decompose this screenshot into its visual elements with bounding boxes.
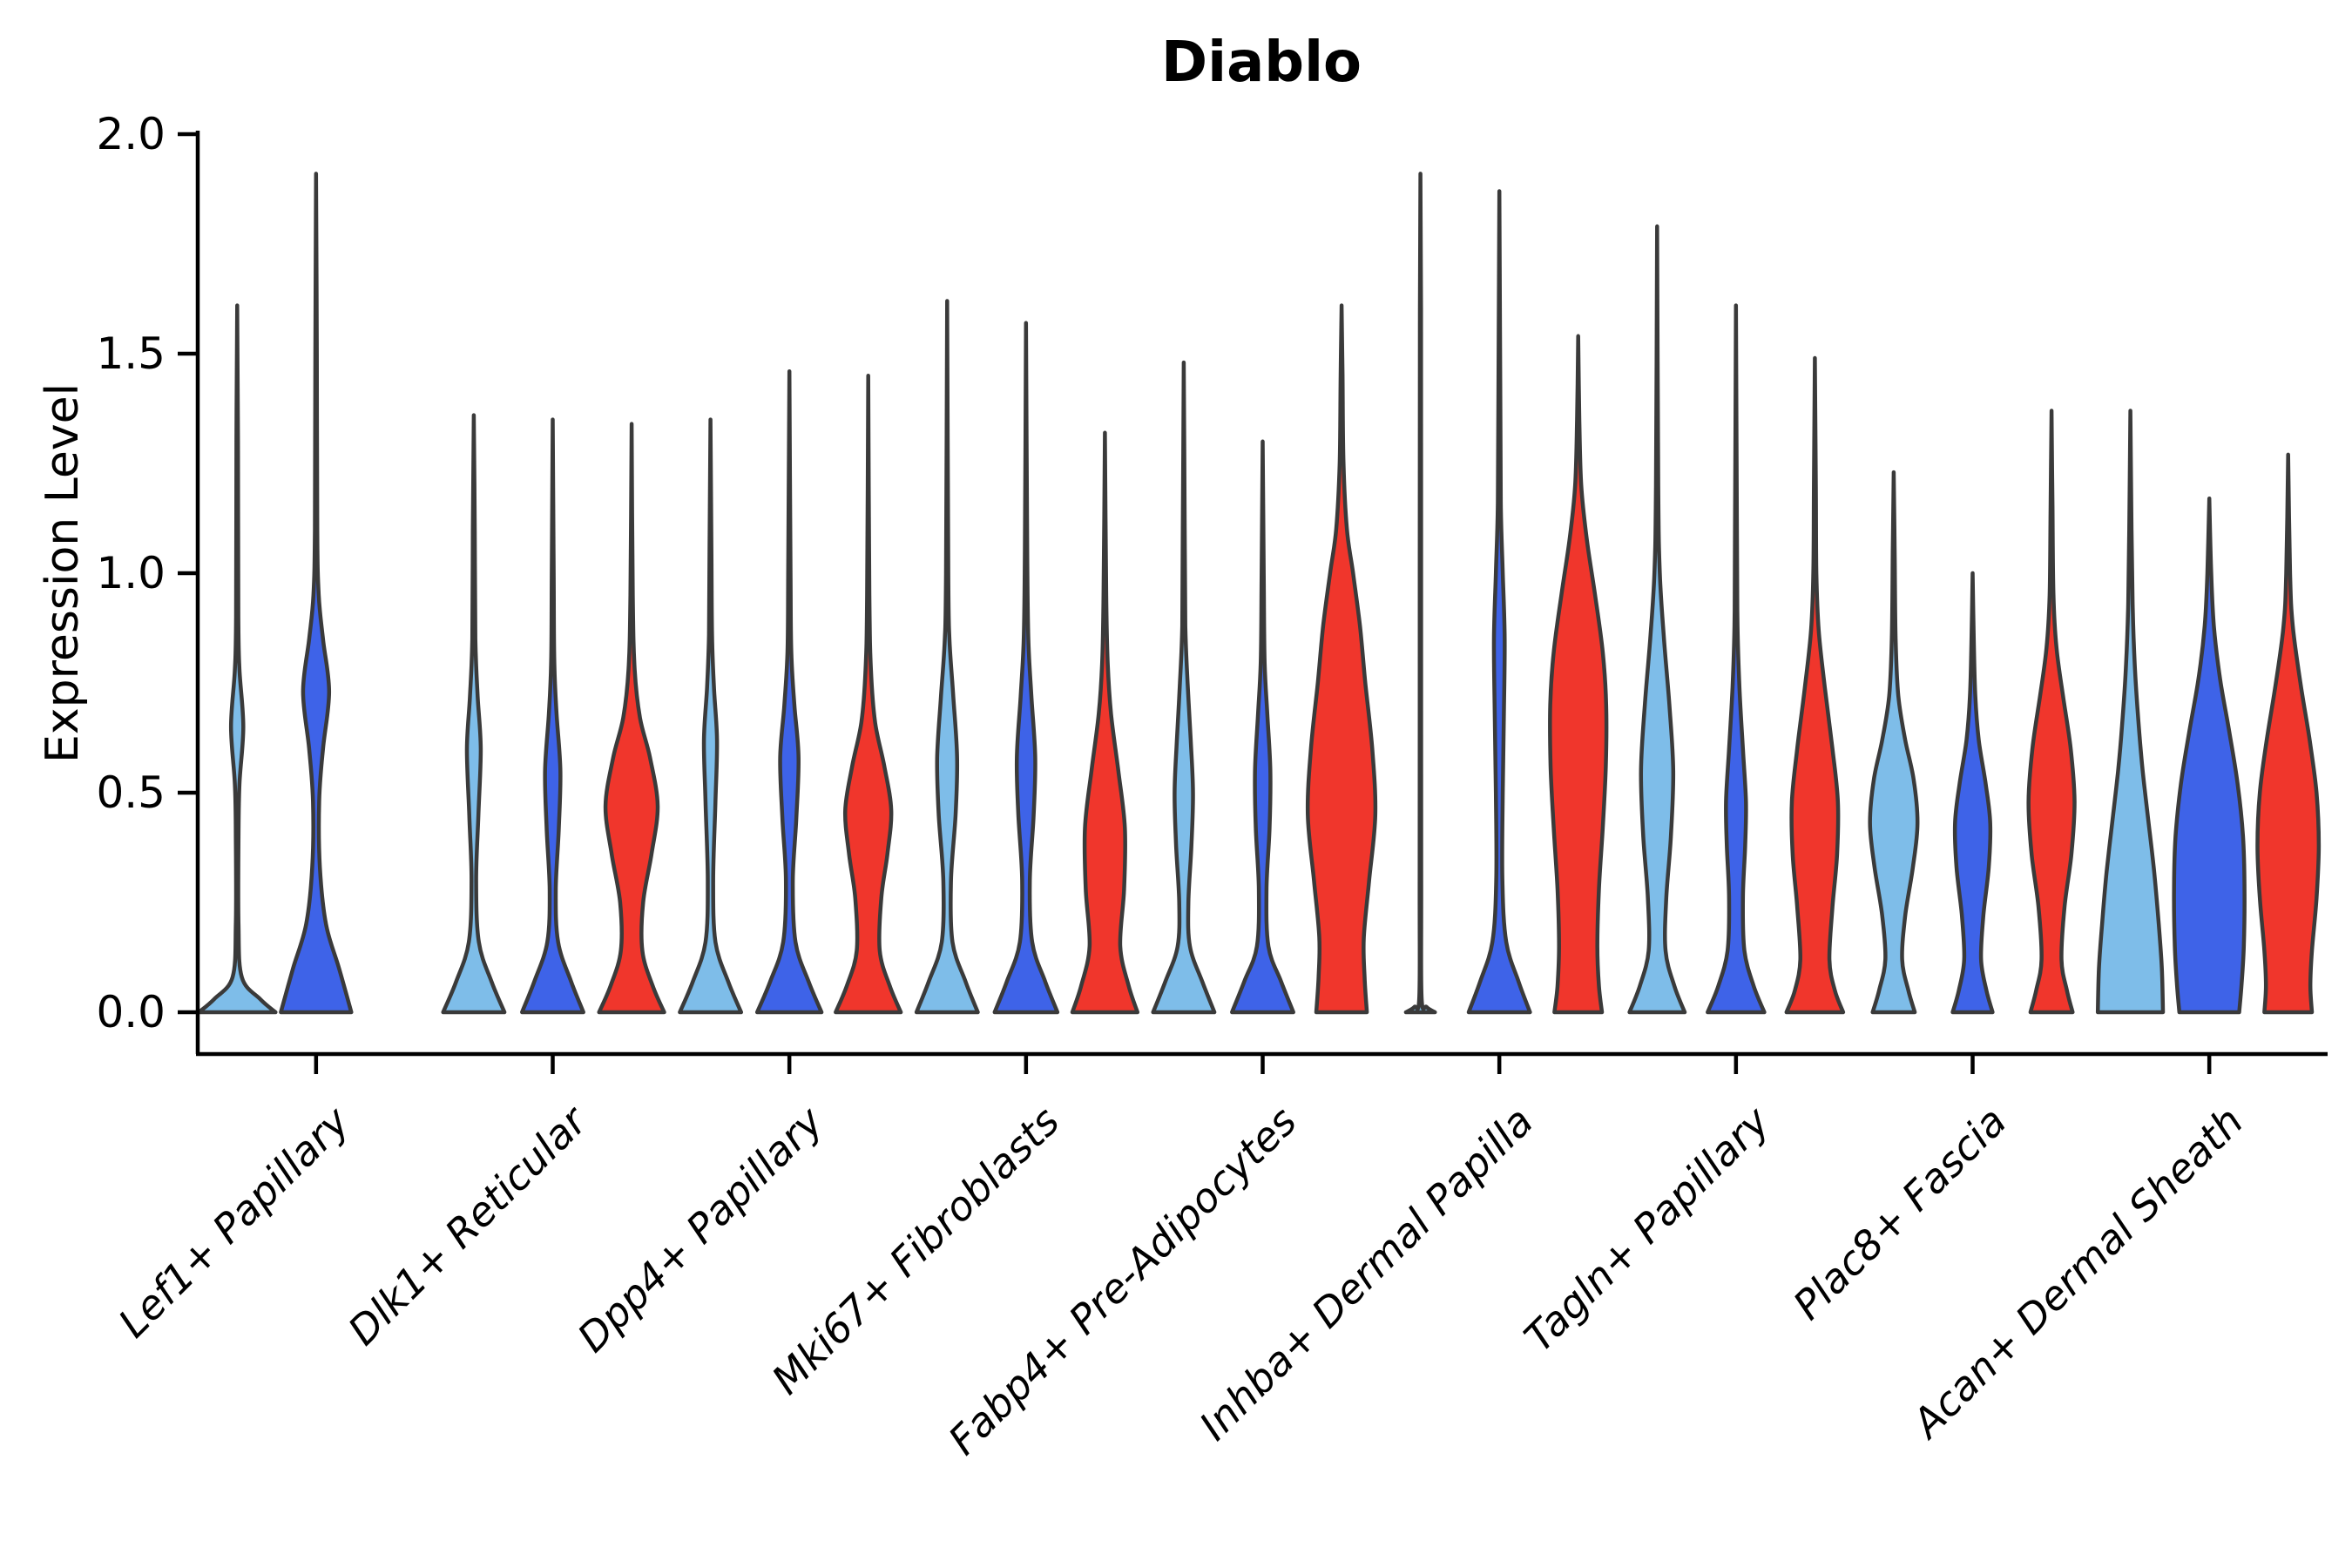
violin-dpp4-papillary-blue_light [678,417,744,1015]
violin-tagln-papillary-blue_light [1627,224,1687,1015]
violin-fabp4-pre-adipocytes-blue_dark [1230,439,1295,1015]
violin-fabp4-pre-adipocytes-blue_light [1151,360,1217,1015]
violin-lef1-papillary-blue_light [197,303,278,1015]
violin-mki67-fibroblasts-red [1070,430,1140,1015]
chart-title: Diablo [1161,30,1362,95]
y-tick-label: 1.0 [96,548,166,598]
violin-inhba-dermal-papilla-blue_dark [1466,189,1532,1015]
y-tick-label: 2.0 [96,109,166,159]
y-tick-label: 0.0 [96,987,166,1037]
violin-plac8-fascia-blue_light [1868,470,1920,1015]
y-tick-label: 1.5 [96,328,166,379]
y-axis-label: Expression Level [37,382,89,764]
violin-dpp4-papillary-red [834,373,903,1015]
violin-acan-dermal-sheath-blue_dark [2172,497,2247,1015]
violin-mki67-fibroblasts-blue_dark [992,321,1060,1015]
violin-lef1-papillary-blue_dark [279,172,354,1015]
violin-plac8-fascia-red [2026,409,2077,1015]
violin-inhba-dermal-papilla-blue_light [1403,172,1437,1015]
violin-fabp4-pre-adipocytes-red [1305,303,1378,1015]
violin-tagln-papillary-blue_dark [1706,303,1767,1015]
violin-tagln-papillary-red [1784,355,1846,1015]
violin-dlk1-reticular-blue_dark [520,417,585,1015]
violin-dlk1-reticular-red [597,422,666,1015]
violin-inhba-dermal-papilla-red [1548,334,1609,1015]
violin-dpp4-papillary-blue_dark [754,368,824,1015]
violin-plac8-fascia-blue_dark [1950,571,1995,1015]
violin-mki67-fibroblasts-blue_light [914,299,980,1015]
y-tick-label: 0.5 [96,767,166,818]
violin-acan-dermal-sheath-red [2255,452,2322,1015]
violin-dlk1-reticular-blue_light [441,413,507,1015]
violin-acan-dermal-sheath-blue_light [2095,409,2166,1015]
